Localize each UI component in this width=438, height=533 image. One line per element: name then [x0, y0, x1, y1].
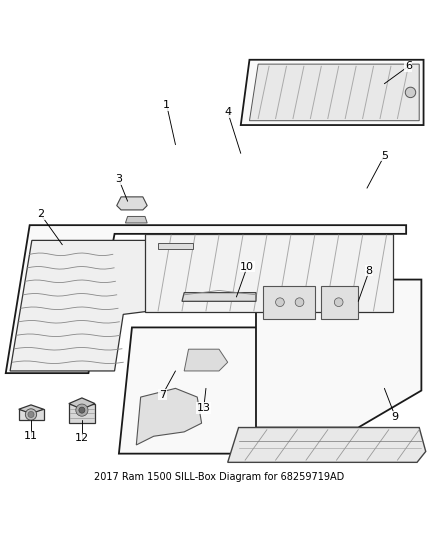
Circle shape: [28, 411, 34, 417]
Text: 13: 13: [197, 403, 211, 413]
Polygon shape: [117, 197, 147, 210]
Text: 2: 2: [37, 209, 44, 219]
Polygon shape: [321, 286, 358, 319]
Text: 7: 7: [159, 390, 166, 400]
Text: 12: 12: [75, 433, 89, 443]
Polygon shape: [69, 403, 95, 423]
Polygon shape: [145, 234, 393, 312]
Polygon shape: [6, 225, 406, 373]
Circle shape: [79, 407, 85, 413]
Circle shape: [405, 87, 416, 98]
Text: 6: 6: [405, 61, 412, 71]
Polygon shape: [10, 240, 158, 371]
Circle shape: [276, 298, 284, 306]
Polygon shape: [19, 409, 44, 419]
Text: 8: 8: [366, 266, 373, 276]
Circle shape: [295, 298, 304, 306]
Polygon shape: [250, 64, 419, 120]
Polygon shape: [69, 398, 95, 409]
Text: 1: 1: [163, 100, 170, 110]
Polygon shape: [262, 286, 315, 319]
Circle shape: [334, 298, 343, 306]
Polygon shape: [119, 327, 267, 454]
Text: 9: 9: [392, 411, 399, 422]
Text: 3: 3: [115, 174, 122, 184]
Polygon shape: [182, 293, 256, 301]
Text: 4: 4: [224, 107, 231, 117]
Circle shape: [76, 404, 88, 416]
Polygon shape: [184, 349, 228, 371]
Polygon shape: [19, 405, 44, 414]
Polygon shape: [256, 279, 421, 427]
Polygon shape: [241, 60, 424, 125]
Text: 5: 5: [381, 150, 388, 160]
Circle shape: [25, 409, 37, 420]
Polygon shape: [136, 389, 201, 445]
Text: 10: 10: [240, 262, 254, 271]
Polygon shape: [158, 243, 193, 249]
Text: 2017 Ram 1500 SILL-Box Diagram for 68259719AD: 2017 Ram 1500 SILL-Box Diagram for 68259…: [94, 472, 344, 482]
Text: 11: 11: [24, 431, 38, 441]
Polygon shape: [228, 427, 426, 462]
Polygon shape: [125, 216, 147, 223]
